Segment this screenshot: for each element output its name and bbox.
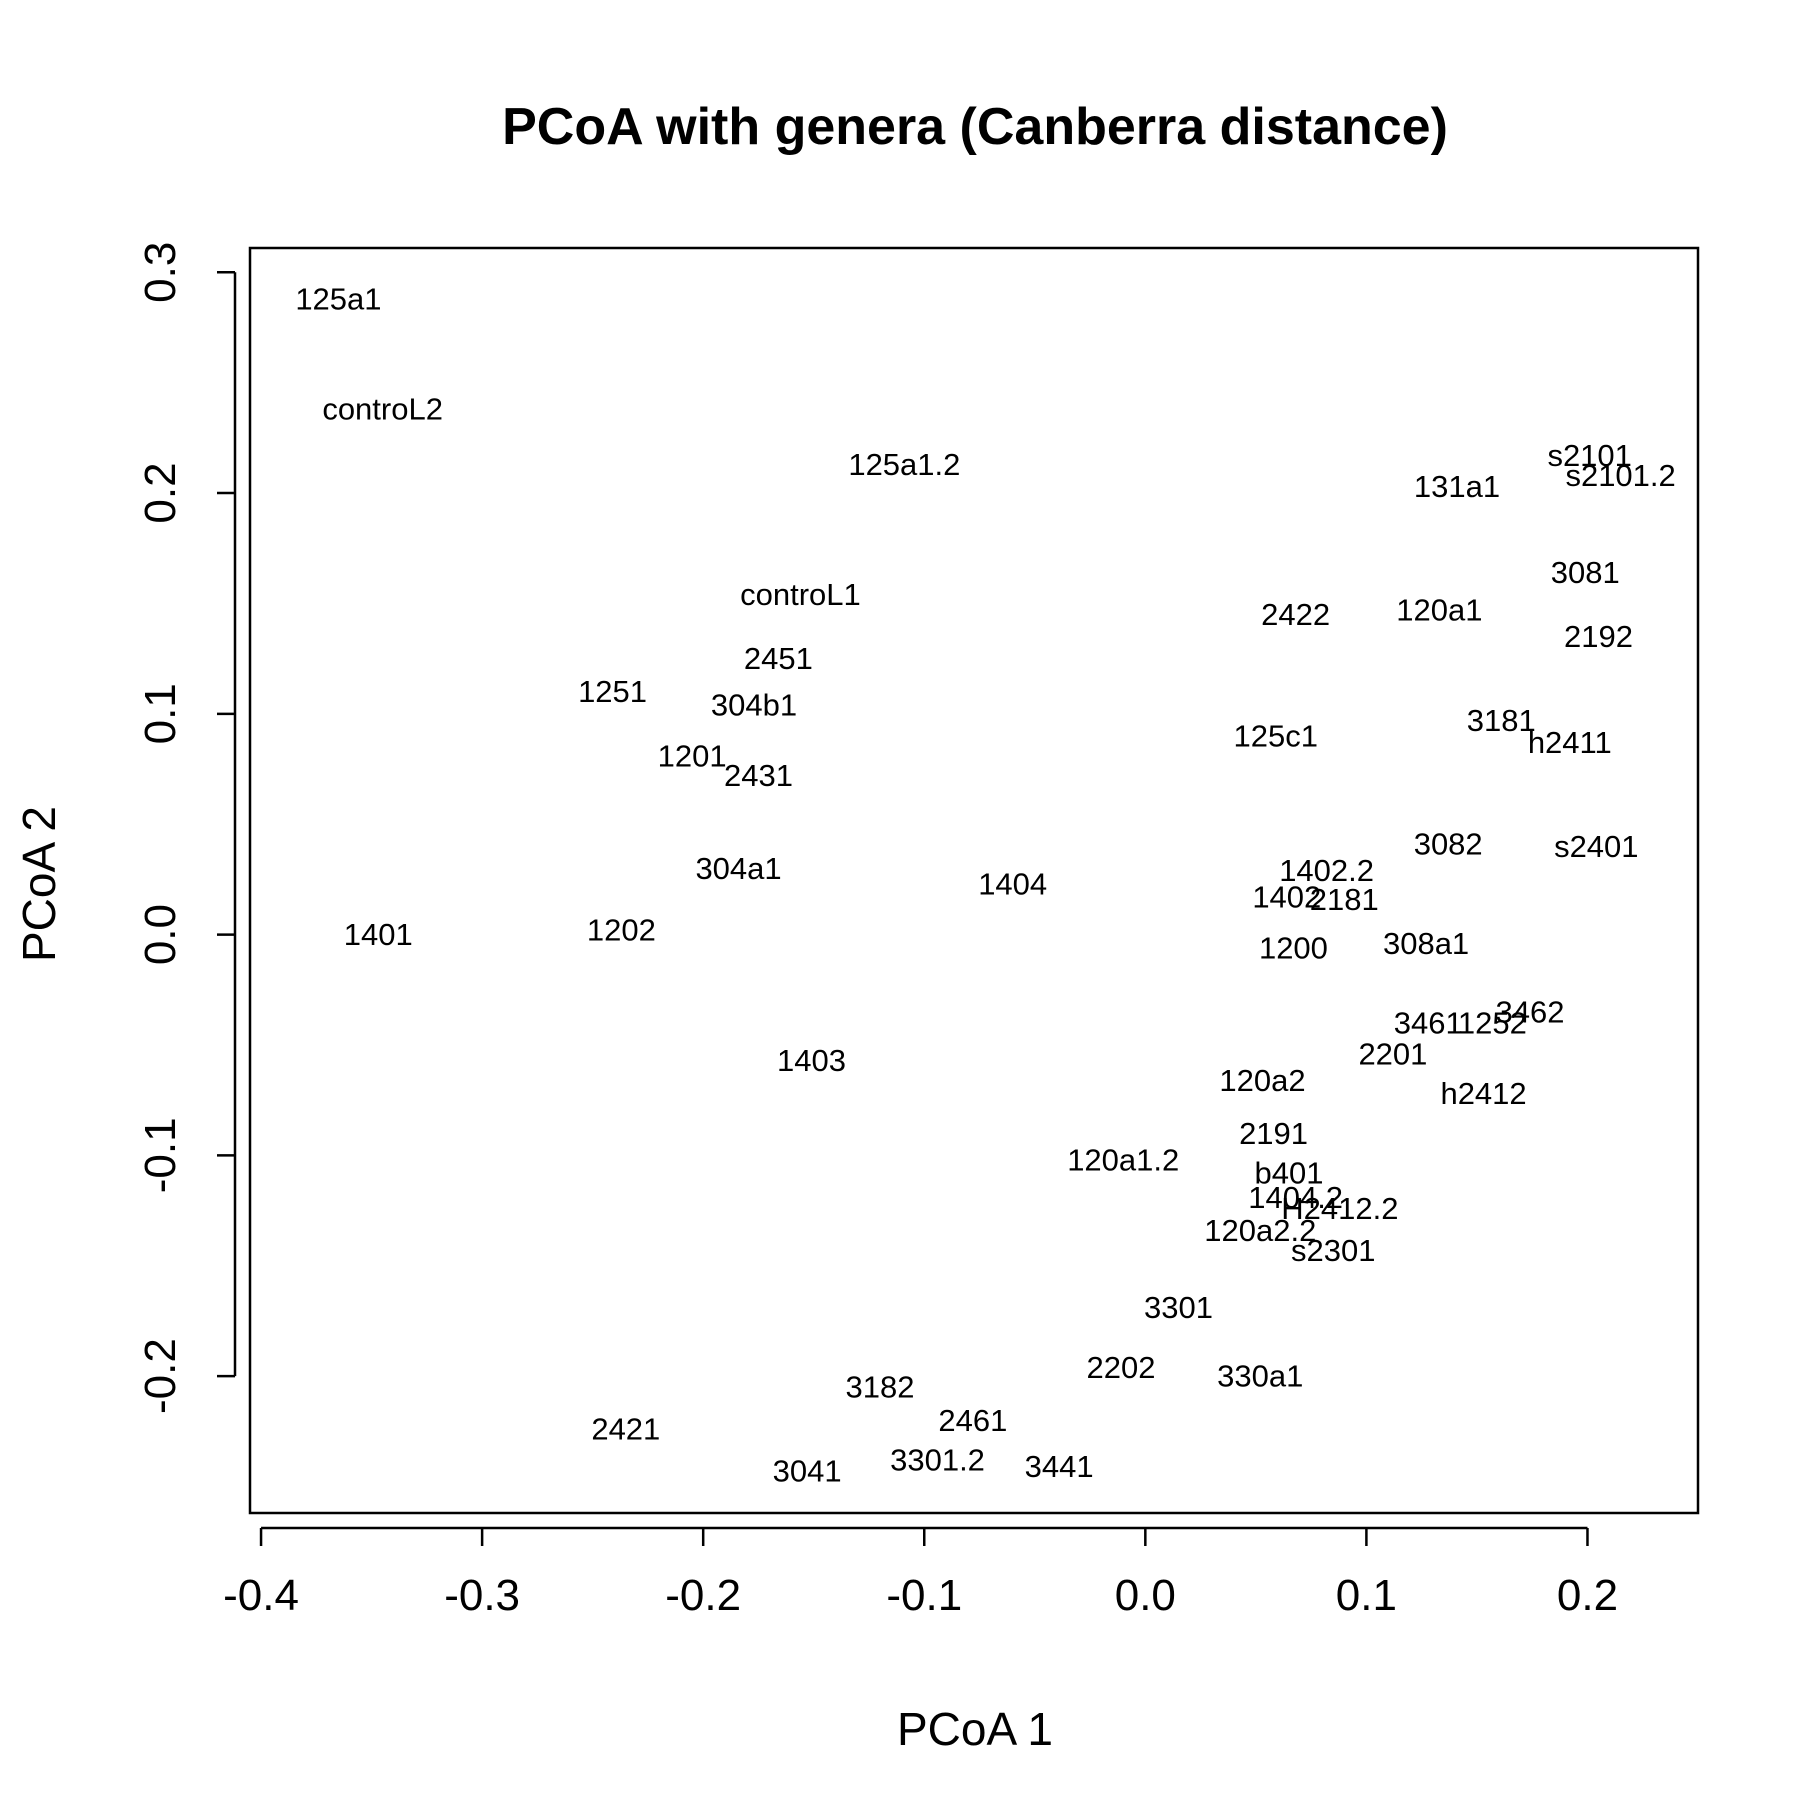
point-label: 3081 [1551, 555, 1620, 590]
y-tick-label: 0.2 [136, 462, 185, 523]
point-label: h2412 [1440, 1076, 1526, 1111]
point-label: 3462 [1496, 994, 1565, 1029]
x-tick-label: 0.2 [1557, 1571, 1618, 1620]
point-label: 1252 [1458, 1005, 1527, 1040]
point-label: 3182 [846, 1370, 915, 1405]
point-label: 2201 [1358, 1036, 1427, 1071]
point-label: 3082 [1414, 827, 1483, 862]
y-axis: -0.2 -0.1 0.0 0.1 0.2 0.3 [136, 242, 237, 1414]
point-label: 125a1.2 [848, 447, 960, 482]
point-label: 120a1 [1396, 593, 1482, 628]
x-tick-label: -0.3 [444, 1571, 520, 1620]
point-label: 3461 [1394, 1005, 1463, 1040]
point-label: 1402.2 [1279, 853, 1374, 888]
x-tick-label: 0.0 [1115, 1571, 1176, 1620]
point-label: 1403 [777, 1043, 846, 1078]
point-label: 131a1 [1414, 469, 1500, 504]
x-tick-label: -0.2 [665, 1571, 741, 1620]
point-label: h2411 [1528, 725, 1612, 760]
point-label: s2101 [1547, 438, 1631, 473]
x-tick-label: -0.4 [223, 1571, 299, 1620]
point-label: 1251 [578, 674, 647, 709]
point-label: 3301 [1144, 1290, 1213, 1325]
point-label: 330a1 [1217, 1359, 1303, 1394]
y-tick-label: 0.3 [136, 242, 185, 303]
x-tick-label: 0.1 [1336, 1571, 1397, 1620]
point-label: b401 [1255, 1156, 1324, 1191]
point-label: 304b1 [711, 687, 797, 722]
point-label: 125a1 [295, 281, 381, 316]
x-axis-title: PCoA 1 [897, 1703, 1053, 1755]
point-label: 1202 [587, 913, 656, 948]
point-label: 2191 [1239, 1116, 1308, 1151]
point-label: 120a2.2 [1204, 1213, 1316, 1248]
point-label: 125c1 [1234, 718, 1318, 753]
plot-frame [248, 246, 1700, 1515]
point-label: 2421 [591, 1412, 660, 1447]
point-label: 308a1 [1383, 926, 1469, 961]
x-axis: -0.4 -0.3 -0.2 -0.1 0.0 0.1 0.2 [223, 1526, 1618, 1620]
point-label: controL1 [740, 577, 861, 612]
point-label: 1404 [978, 866, 1047, 901]
point-label: controL2 [322, 392, 443, 427]
point-label: 1200 [1259, 930, 1328, 965]
point-label: 2451 [744, 641, 813, 676]
y-tick-label: -0.2 [136, 1338, 185, 1414]
point-label: 3041 [773, 1454, 842, 1489]
point-label: s2401 [1554, 829, 1638, 864]
x-tick-label: -0.1 [886, 1571, 962, 1620]
point-label: 120a2 [1219, 1063, 1305, 1098]
chart-title: PCoA with genera (Canberra distance) [502, 98, 1448, 156]
y-tick-label: -0.1 [136, 1117, 185, 1193]
point-label: 1201 [658, 738, 727, 773]
point-label: 2192 [1564, 619, 1633, 654]
point-label: 304a1 [695, 851, 781, 886]
y-axis-title: PCoA 2 [13, 806, 65, 962]
point-label: s2101.2 [1565, 458, 1675, 493]
point-label: 3301.2 [890, 1443, 985, 1478]
point-label: 2202 [1087, 1350, 1156, 1385]
point-label: 2181 [1310, 882, 1379, 917]
y-tick-label: 0.0 [136, 904, 185, 965]
point-label: 120a1.2 [1067, 1142, 1179, 1177]
point-label: 2461 [938, 1403, 1007, 1438]
y-tick-label: 0.1 [136, 683, 185, 744]
point-label: s2301 [1291, 1233, 1375, 1268]
point-label: 2422 [1261, 597, 1330, 632]
point-label: 3181 [1467, 703, 1536, 738]
point-label: 2431 [724, 758, 793, 793]
point-label: 1401 [344, 917, 413, 952]
point-label: 1402 [1252, 880, 1321, 915]
point-label: 1404.2 [1248, 1180, 1343, 1215]
point-label: H2412.2 [1281, 1191, 1398, 1226]
point-label: 3441 [1025, 1449, 1094, 1484]
